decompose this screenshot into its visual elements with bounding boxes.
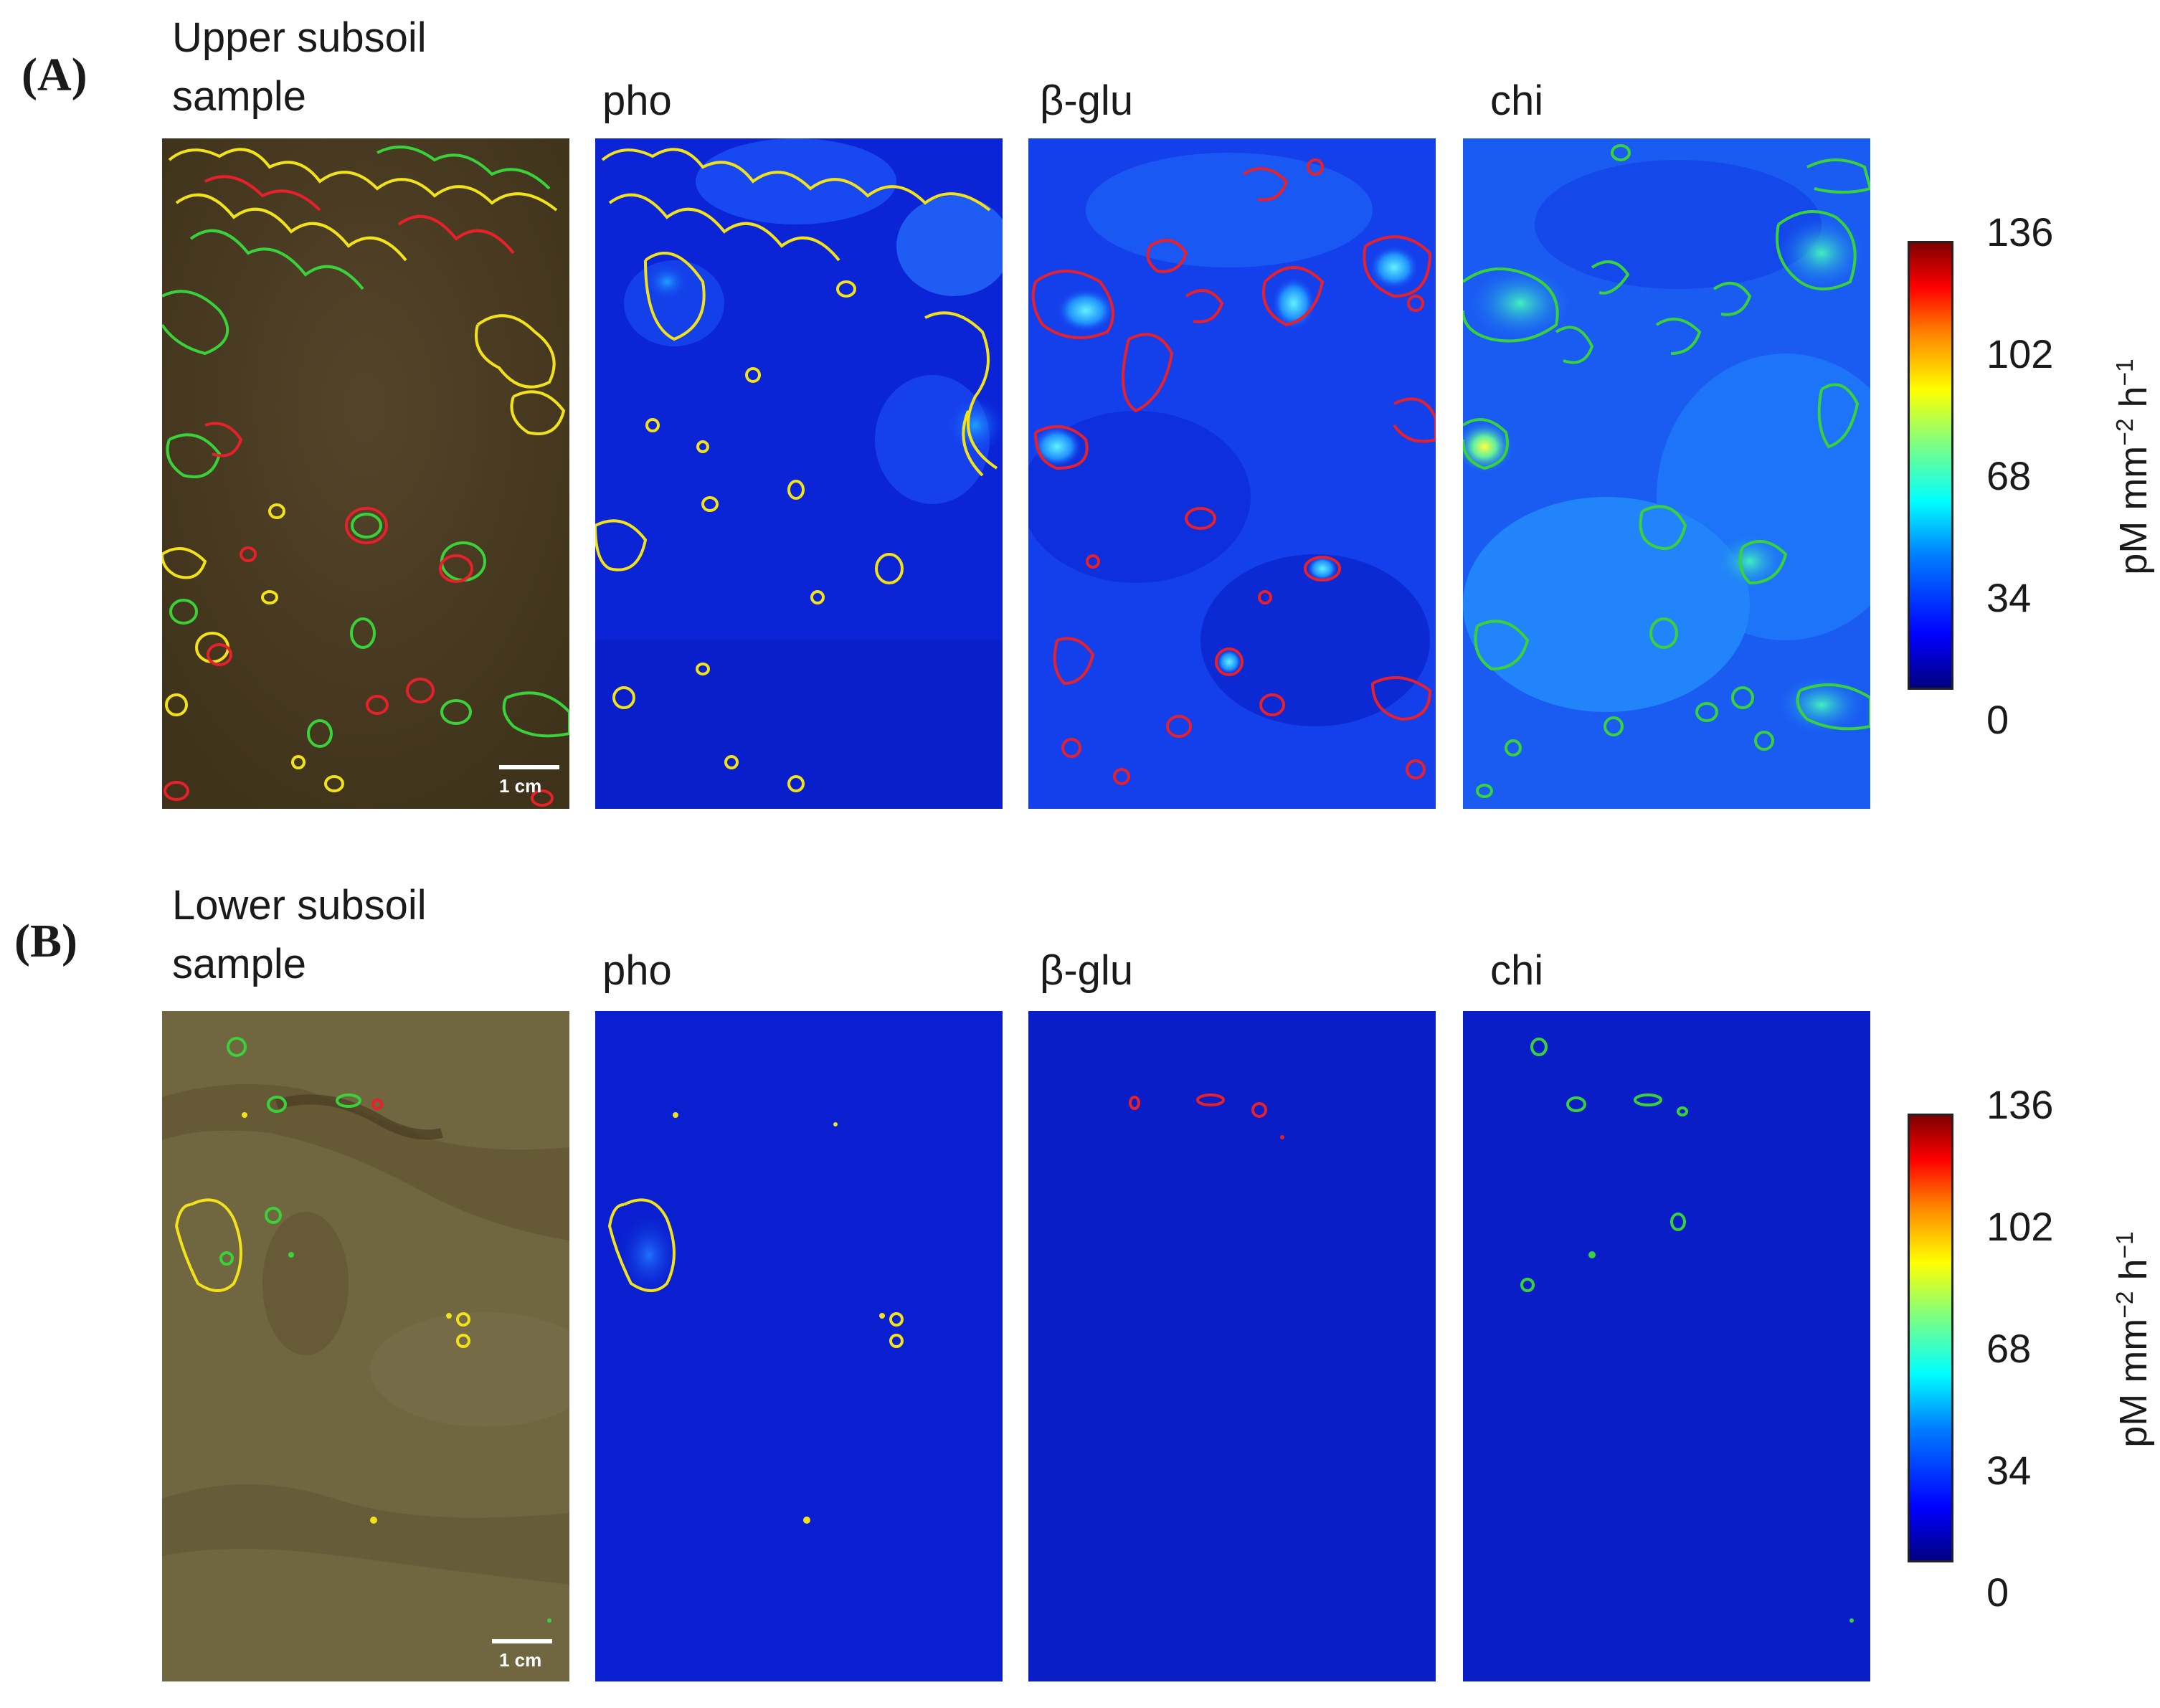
panel-a-col-title-beta-glu: β-glu bbox=[1040, 77, 1134, 124]
panel-b-sample-title-line2: sample bbox=[172, 941, 306, 987]
panel-b-pho-map bbox=[595, 1011, 1003, 1681]
panel-b-unit-mid: h bbox=[2112, 1258, 2155, 1291]
panel-b-colorbar-tick-0: 0 bbox=[1986, 1570, 2009, 1615]
panel-b-sample-title-line1: Lower subsoil bbox=[172, 882, 427, 929]
panel-b-beta-glu-map bbox=[1028, 1011, 1436, 1681]
panel-b-colorbar-tick-68: 68 bbox=[1986, 1326, 2032, 1371]
panel-a-colorbar-tick-34: 34 bbox=[1986, 575, 2032, 620]
panel-a-scale-bar-label: 1 cm bbox=[499, 775, 542, 797]
panel-b-unit-exp2: −1 bbox=[2112, 1231, 2138, 1259]
panel-b-col-title-chi: chi bbox=[1490, 947, 1544, 994]
panel-b-scale-bar bbox=[492, 1639, 552, 1643]
panel-a-chi-map bbox=[1463, 138, 1870, 809]
panel-a-sample-title-line1: Upper subsoil bbox=[172, 14, 427, 61]
panel-a-unit-mid: h bbox=[2112, 386, 2155, 419]
panel-a-unit-exp2: −1 bbox=[2112, 359, 2138, 386]
panel-b-soil-photo: 1 cm bbox=[162, 1011, 569, 1681]
panel-a-scale-bar bbox=[499, 765, 559, 769]
panel-a-colorbar-tick-136: 136 bbox=[1986, 209, 2054, 255]
panel-b-letter: (B) bbox=[14, 915, 77, 967]
panel-b-chi-map bbox=[1463, 1011, 1870, 1681]
panel-a-sample-title: Upper subsoil sample bbox=[172, 9, 427, 126]
panel-a-colorbar-unit: pM mm−2 h−1 bbox=[2111, 323, 2156, 610]
panel-a-colorbar-tick-68: 68 bbox=[1986, 453, 2032, 498]
panel-b-colorbar-tick-102: 102 bbox=[1986, 1204, 2054, 1249]
panel-b-col-title-pho: pho bbox=[602, 947, 672, 994]
panel-b-colorbar-unit: pM mm−2 h−1 bbox=[2111, 1196, 2156, 1483]
panel-b-colorbar-tick-136: 136 bbox=[1986, 1082, 2054, 1127]
panel-a-pho-map bbox=[595, 138, 1003, 809]
panel-b-unit-main: pM mm bbox=[2112, 1318, 2155, 1448]
panel-b-unit-exp1: −2 bbox=[2112, 1291, 2138, 1319]
panel-a-col-title-pho: pho bbox=[602, 77, 672, 124]
panel-a-unit-exp1: −2 bbox=[2112, 418, 2138, 446]
panel-a-colorbar-tick-102: 102 bbox=[1986, 331, 2054, 376]
panel-a-colorbar-tick-0: 0 bbox=[1986, 697, 2009, 742]
panel-b-col-title-beta-glu: β-glu bbox=[1040, 947, 1134, 994]
panel-b-sample-title: Lower subsoil sample bbox=[172, 876, 427, 994]
panel-b-scale-bar-label: 1 cm bbox=[499, 1649, 542, 1671]
panel-a-beta-glu-map bbox=[1028, 138, 1436, 809]
panel-b-colorbar bbox=[1908, 1114, 1953, 1562]
panel-a-sample-title-line2: sample bbox=[172, 73, 306, 120]
panel-a-colorbar bbox=[1908, 241, 1953, 690]
panel-a-col-title-chi: chi bbox=[1490, 77, 1544, 124]
panel-a-soil-photo: 1 cm bbox=[162, 138, 569, 809]
panel-b-colorbar-tick-34: 34 bbox=[1986, 1448, 2032, 1493]
panel-a-letter: (A) bbox=[22, 49, 87, 101]
panel-a-unit-main: pM mm bbox=[2112, 445, 2155, 575]
